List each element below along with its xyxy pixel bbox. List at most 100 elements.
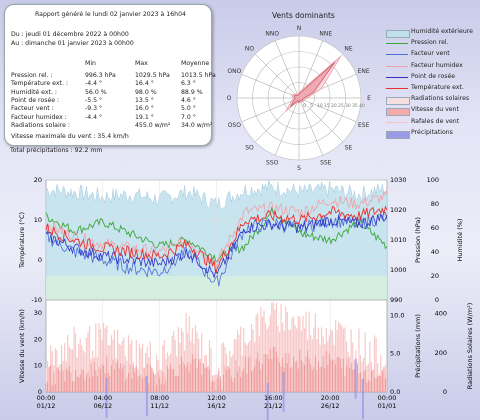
x-tick-time: 00:00	[378, 394, 397, 402]
legend-item: Précipitations	[386, 129, 478, 139]
legend-item: Rafales de vent	[386, 118, 478, 128]
wind-tick: 0	[38, 388, 42, 396]
rose-ring-label: 15	[324, 103, 330, 109]
total-precip: Total précipitations : 92.2 mm	[10, 147, 103, 154]
rose-ring-label: 10	[317, 103, 323, 109]
rose-ring-label: 0	[303, 103, 306, 109]
legend-item: Vitesse du vent	[386, 106, 478, 117]
header-avg: Moyenne	[181, 60, 210, 67]
precip-bar	[266, 382, 269, 420]
rose-direction-label: ESE	[358, 122, 370, 129]
rose-ring-label: 25	[338, 103, 344, 109]
rose-ring-label: 30	[345, 103, 351, 109]
x-tick-date: 26/12	[321, 402, 340, 410]
humidity-tick: 20	[431, 272, 439, 280]
rose-direction-label: SSE	[320, 160, 332, 167]
x-tick-time: 08:00	[150, 394, 169, 402]
rose-direction-label: SSO	[266, 160, 279, 167]
stat-avg: 7.0 °	[181, 113, 196, 121]
legend-item: Facteur vent	[386, 50, 478, 60]
rose-ring-label: 40	[359, 103, 365, 109]
stat-max: 98.0 %	[135, 88, 157, 96]
x-tick-time: 04:00	[93, 394, 112, 402]
x-tick-time: 16:00	[264, 394, 283, 402]
stat-label: Pression rel. :	[11, 72, 53, 79]
rose-spoke	[241, 74, 300, 99]
rose-spoke	[254, 53, 300, 99]
legend-swatch	[386, 108, 410, 117]
stat-avg: 4.6 °	[181, 96, 196, 104]
pressure-line	[45, 206, 388, 262]
rose-ring-label: 5	[310, 103, 313, 109]
rose-direction-label: NNO	[265, 30, 279, 37]
humidity-axis-label: Humidité (%)	[456, 219, 464, 262]
rose-direction-label: OSO	[228, 122, 242, 129]
legend-label: Rafales de vent	[411, 117, 460, 125]
stat-max: 19.1 °	[135, 113, 154, 121]
legend-swatch	[386, 43, 408, 45]
solar-axis-label: Radiations Solaires (W/m²)	[466, 303, 474, 389]
rose-direction-label: NO	[245, 46, 254, 53]
humidity-tick: 40	[431, 248, 439, 256]
legend-swatch	[386, 65, 408, 67]
stat-label: Radiations solaire :	[11, 121, 70, 129]
pressure-tick: 1000	[390, 266, 407, 274]
humidity-tick: 60	[431, 224, 439, 232]
legend-swatch	[386, 130, 410, 139]
legend-label: Pression rel.	[411, 39, 449, 47]
precip-axis-label: Précipitations (mm)	[414, 314, 422, 378]
report-title: Rapport généré le lundi 02 janvier 2023 …	[35, 11, 186, 18]
legend-item: Humidité extérieure	[386, 28, 478, 38]
stat-min: -9.3 °	[85, 105, 103, 113]
stat-max: 16.0 °	[135, 105, 154, 113]
legend-item: Facteur humidex	[386, 62, 478, 72]
legend-label: Facteur vent	[411, 50, 450, 58]
legend-swatch	[386, 54, 408, 56]
legend-label: Humidité extérieure	[411, 28, 473, 35]
precip-bar	[145, 375, 148, 416]
stat-avg: 1013.5 hPa	[181, 72, 216, 79]
rose-spoke	[275, 97, 300, 156]
rose-direction-label: ENE	[358, 68, 370, 75]
x-tick-date: 01/01	[378, 402, 397, 410]
stat-label: Facteur humidex :	[11, 113, 67, 121]
wind-tick: 30	[34, 309, 42, 317]
rose-spoke	[275, 40, 300, 99]
temp-axis-label: Température (°C)	[18, 212, 26, 269]
legend-label: Précipitations	[411, 128, 453, 136]
stat-avg: 88.9 %	[181, 88, 203, 96]
rose-direction-label: SO	[245, 144, 254, 151]
rose-ring-label: 35	[352, 103, 358, 109]
precip-bar	[105, 377, 108, 418]
x-tick-time: 20:00	[321, 394, 340, 402]
temperature-line	[45, 205, 388, 274]
stat-avg: 5.0 °	[181, 105, 196, 113]
temp-tick: -10	[31, 296, 42, 304]
wind-max: Vitesse maximale du vent : 35.4 km/h	[11, 133, 129, 140]
precip-bar	[361, 379, 364, 420]
legend-label: Vitesse du vent	[411, 106, 459, 114]
rose-spoke	[241, 97, 300, 122]
stat-max: 455.0 w/m²	[135, 121, 171, 129]
solar-tick: 400	[435, 310, 447, 318]
legend-swatch	[386, 88, 408, 89]
precip-bar	[282, 372, 285, 413]
stat-min: -4.4 °	[85, 80, 103, 88]
stat-max: 1029.5 hPa	[135, 72, 170, 79]
x-tick-time: 12:00	[207, 394, 226, 402]
x-tick-date: 06/12	[93, 402, 112, 410]
stat-max: 13.5 °	[135, 96, 154, 104]
legend-item: Température ext.	[386, 84, 478, 94]
report-from: Du : jeudi 01 décembre 2022 à 00h00	[11, 31, 129, 38]
legend-item: Pression rel.	[386, 39, 478, 49]
x-tick-date: 21/12	[264, 402, 283, 410]
temp-tick: 20	[34, 176, 42, 184]
rose-direction-label: E	[367, 95, 371, 102]
rose-spoke	[298, 97, 323, 156]
pressure-tick: 1010	[390, 236, 407, 244]
temp-tick: 10	[34, 216, 42, 224]
pressure-tick: 990	[390, 296, 402, 304]
rose-direction-label: S	[297, 165, 301, 170]
solar-tick: 200	[435, 349, 447, 357]
temp-tick: 0	[38, 256, 42, 264]
